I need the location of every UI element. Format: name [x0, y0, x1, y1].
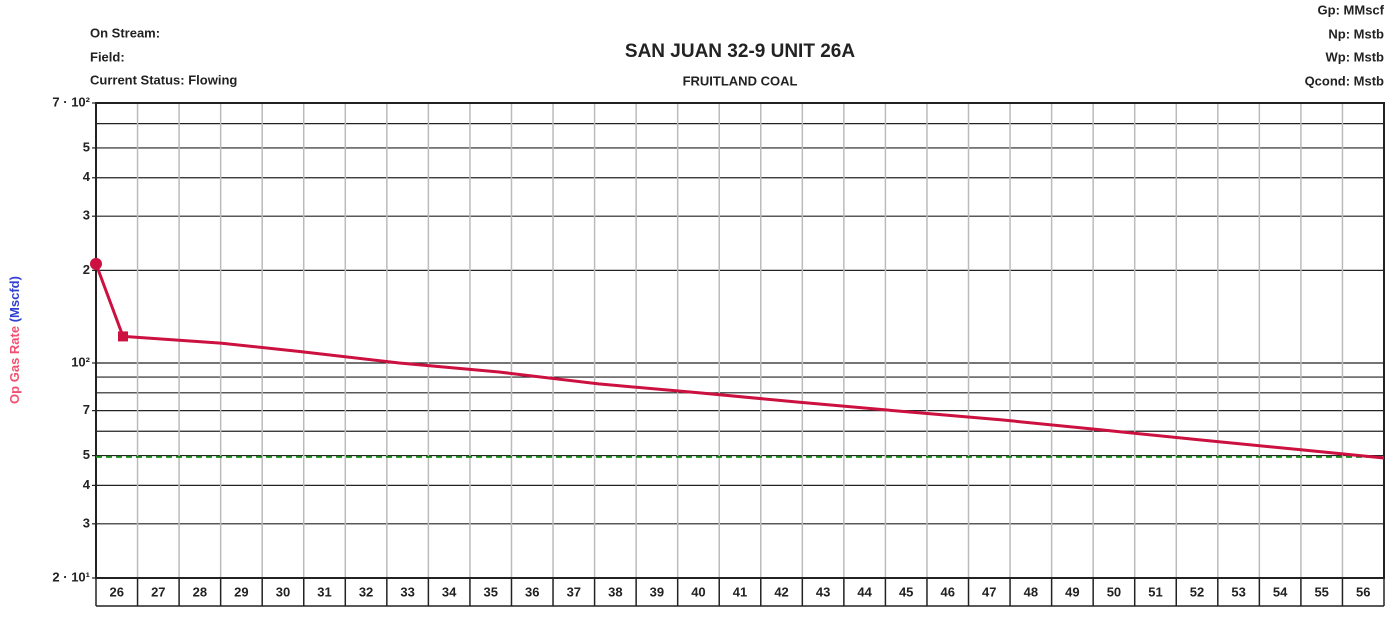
data-point [90, 257, 102, 270]
data-point [118, 331, 129, 342]
y-tick-label: 3 [83, 208, 90, 223]
y-tick-label: 7 [83, 402, 90, 417]
y-axis-label: Op Gas Rate (Mscfd) [7, 276, 22, 404]
x-tick-label: 49 [1065, 584, 1079, 599]
x-tick-label: 39 [650, 584, 664, 599]
x-tick-label: 42 [774, 584, 788, 599]
x-tick-label: 43 [816, 584, 830, 599]
x-tick-label: 44 [857, 584, 872, 599]
x-tick-label: 46 [941, 584, 955, 599]
x-tick-label: 47 [982, 584, 996, 599]
y-label-name: Op Gas Rate [7, 326, 22, 404]
x-tick-label: 54 [1273, 584, 1288, 599]
y-tick-label: 2 [83, 262, 90, 277]
x-tick-label: 52 [1190, 584, 1204, 599]
x-tick-label: 48 [1024, 584, 1038, 599]
x-tick-label: 32 [359, 584, 373, 599]
x-tick-label: 41 [733, 584, 747, 599]
header-left: Field: [90, 49, 125, 64]
x-tick-label: 37 [567, 584, 581, 599]
x-tick-label: 50 [1107, 584, 1121, 599]
x-tick-label: 53 [1231, 584, 1245, 599]
y-tick-label: 2 · 10¹ [52, 569, 90, 584]
x-tick-label: 38 [608, 584, 622, 599]
x-tick-label: 51 [1148, 584, 1162, 599]
y-tick-label: 3 [83, 515, 90, 530]
x-tick-label: 28 [193, 584, 207, 599]
header-right: Np: Mstb [1328, 26, 1384, 41]
x-tick-label: 34 [442, 584, 457, 599]
data-line [94, 263, 1385, 460]
header-right: Qcond: Mstb [1305, 73, 1384, 88]
plot-frame [95, 102, 1385, 579]
x-tick-label: 29 [234, 584, 248, 599]
y-label-unit: (Mscfd) [7, 276, 22, 322]
header-left: On Stream: [90, 25, 160, 40]
chart-title: SAN JUAN 32-9 UNIT 26A [625, 41, 855, 62]
y-tick-label: 4 [83, 169, 91, 184]
x-tick-label: 31 [317, 584, 331, 599]
y-tick-label: 7 · 10² [52, 94, 90, 109]
y-tick-label: 10² [71, 354, 90, 369]
x-tick-label: 40 [691, 584, 705, 599]
x-tick-label: 35 [483, 584, 497, 599]
x-tick-label: 27 [151, 584, 165, 599]
header-right: Gp: MMscf [1318, 2, 1385, 17]
x-tick-label: 30 [276, 584, 290, 599]
x-tick-label: 45 [899, 584, 913, 599]
x-tick-label: 56 [1356, 584, 1370, 599]
y-tick-label: 5 [83, 139, 90, 154]
header-right: Wp: Mstb [1326, 49, 1385, 64]
chart-subtitle: FRUITLAND COAL [683, 73, 798, 88]
x-tick-label: 55 [1314, 584, 1328, 599]
y-tick-label: 5 [83, 447, 90, 462]
x-tick-label: 26 [110, 584, 124, 599]
y-tick-label: 4 [83, 477, 91, 492]
header-left: Current Status: Flowing [90, 72, 237, 87]
x-tick-label: 36 [525, 584, 539, 599]
x-tick-label: 33 [400, 584, 414, 599]
